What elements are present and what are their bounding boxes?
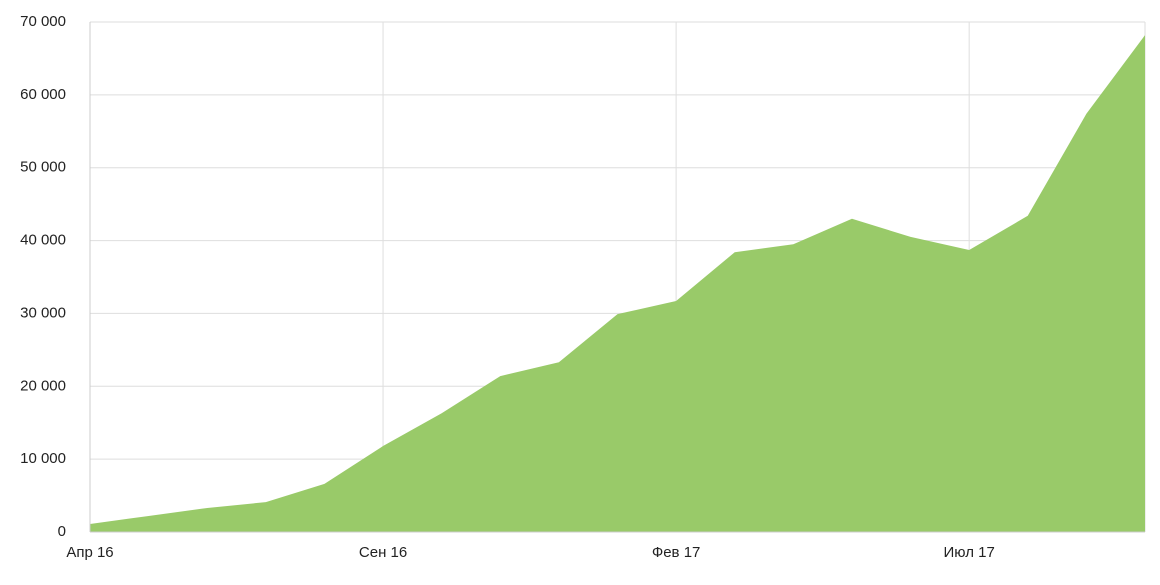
y-tick-label: 50 000 [20, 159, 66, 176]
y-tick-label: 60 000 [20, 86, 66, 103]
x-tick-label: Фев 17 [652, 544, 701, 561]
y-tick-label: 0 [58, 523, 66, 540]
y-tick-label: 20 000 [20, 377, 66, 394]
x-tick-label: Июл 17 [944, 544, 995, 561]
x-tick-label: Сен 16 [359, 544, 407, 561]
area [90, 35, 1145, 532]
y-tick-label: 30 000 [20, 304, 66, 321]
y-tick-label: 10 000 [20, 450, 66, 467]
y-tick-label: 70 000 [20, 13, 66, 30]
x-tick-label: Апр 16 [66, 544, 113, 561]
y-tick-label: 40 000 [20, 232, 66, 249]
